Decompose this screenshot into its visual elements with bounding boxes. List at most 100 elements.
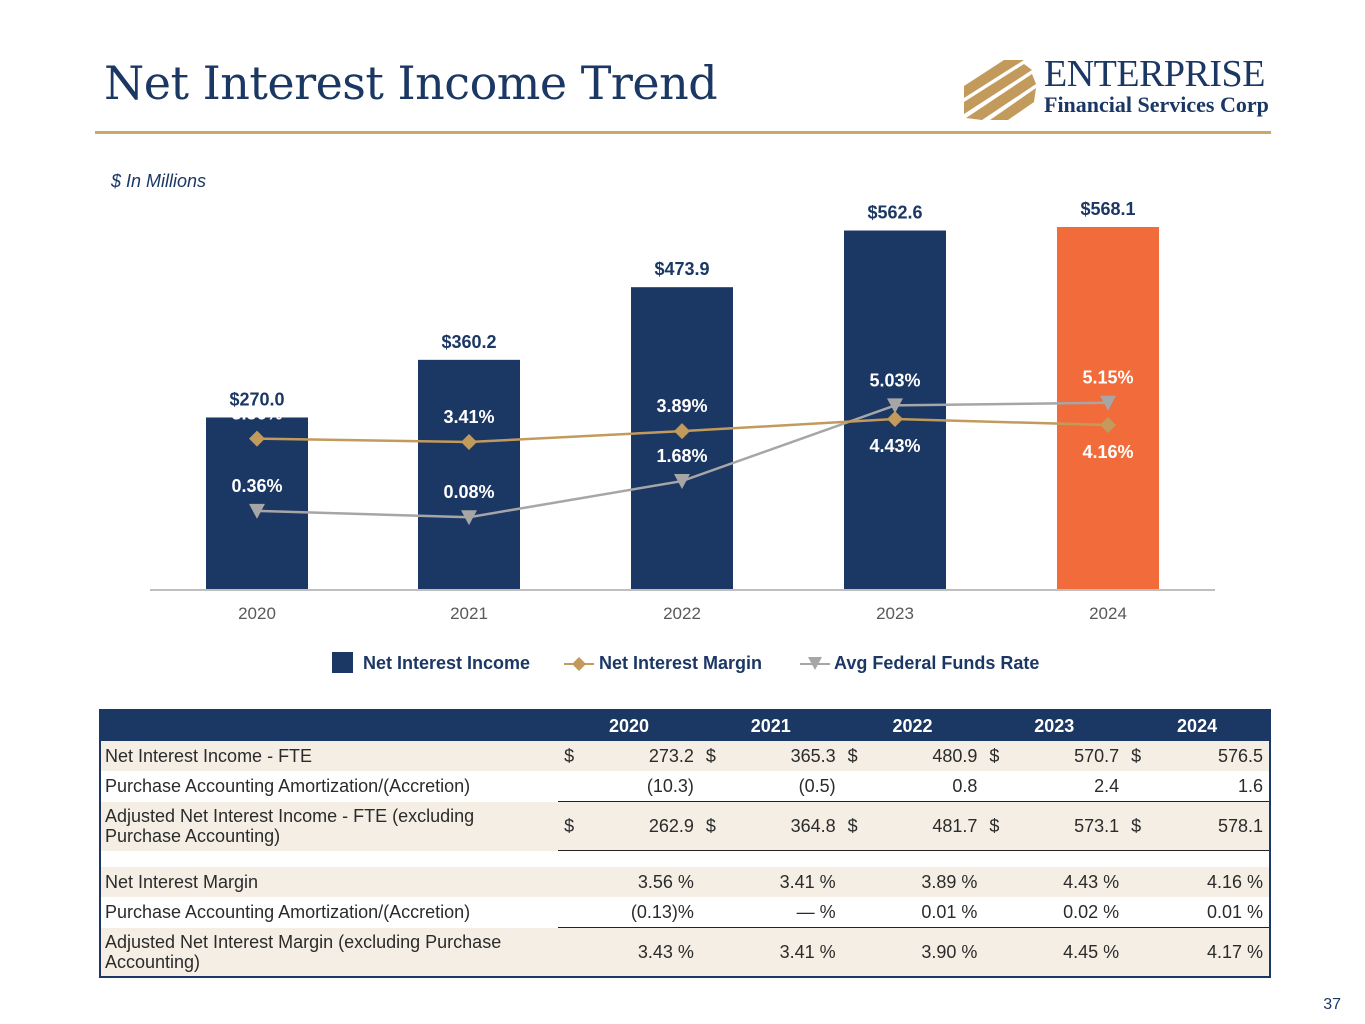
cell-value: 2.4 [1094,775,1120,796]
financial-table: 2020 2021 2022 2023 2024 Net Interest In… [99,709,1271,978]
currency-symbol [1125,867,1156,897]
row-label: Adjusted Net Interest Margin (excluding … [100,927,559,977]
cell-value: 481.7 [871,801,984,851]
bar-value-label: $270.0 [229,389,284,409]
cell-value: (0.5) [798,775,836,796]
cell-value: 480.9 [871,741,984,771]
cell-value: 573.1 [1013,801,1126,851]
currency-symbol [983,867,1014,897]
header-year: 2022 [841,710,984,741]
fed-rate-value-label: 1.68% [656,446,707,466]
header-year: 2020 [558,710,700,741]
currency-symbol [1125,927,1156,977]
cell-value: 576.5 [1155,741,1270,771]
logo-word-enterprise: ENTERPRISE [1044,53,1265,95]
currency-symbol [841,927,872,977]
cell-value: 4.43 % [1013,867,1126,897]
cell-value: 570.7 [1013,741,1126,771]
currency-symbol [841,867,872,897]
currency-symbol [700,771,730,802]
table-row: Adjusted Net Interest Income - FTE (excl… [100,801,1270,851]
legend-triangle-line-icon [800,657,830,670]
page-title: Net Interest Income Trend [104,56,718,110]
currency-symbol [699,927,730,977]
currency-symbol [558,771,588,802]
legend-item-net-interest-income: Net Interest Income [332,652,530,674]
x-tick-label: 2020 [238,604,276,623]
row-label: Net Interest Margin [100,867,559,897]
currency-symbol: $ [983,741,1014,771]
cell-value: 3.56 % [588,867,700,897]
logo-word-subtitle: Financial Services Corp [1044,92,1269,117]
currency-symbol [700,897,730,928]
cell-value: 1.6 [1237,775,1263,796]
cell-value: 365.3 [729,741,842,771]
x-tick-label: 2024 [1089,604,1127,623]
header-year: 2024 [1125,710,1270,741]
legend-bar-swatch-icon [332,652,353,673]
fed-rate-value-label: 5.03% [869,370,920,390]
bar-value-label: $473.9 [654,259,709,279]
currency-symbol [1125,897,1155,928]
cell-value: 4.45 % [1013,927,1126,977]
currency-symbol: $ [983,801,1014,851]
fed-rate-point [674,474,690,490]
cell-value: (0.13)% [630,901,694,922]
header-spacer [100,710,559,741]
cell-value: 3.90 % [871,927,984,977]
margin-value-label: 3.41% [443,407,494,427]
currency-symbol: $ [699,741,730,771]
currency-symbol [558,897,588,928]
currency-symbol [983,897,1013,928]
page-number: 37 [1323,996,1341,1013]
legend-item-avg-federal-funds-rate: Avg Federal Funds Rate [800,652,1039,674]
logo-mark-icon [964,60,1036,120]
margin-value-label: 3.89% [656,396,707,416]
legend-label: Avg Federal Funds Rate [834,652,1040,673]
row-label: Purchase Accounting Amortization/(Accret… [105,776,471,797]
row-label: Purchase Accounting Amortization/(Accret… [105,902,471,923]
net-interest-chart: $270.0 $360.2 $473.9 $562.6 $568.1 2020 2021 20… [150,199,1215,623]
currency-symbol [842,897,872,928]
cell-value: 262.9 [588,801,700,851]
row-label: Adjusted Net Interest Income - FTE (excl… [100,801,559,851]
legend-label: Net Interest Margin [599,652,763,673]
currency-symbol [558,927,589,977]
table-row: Adjusted Net Interest Margin (excluding … [100,927,1270,977]
cell-value: 273.2 [588,741,700,771]
table-row: Purchase Accounting Amortization/(Accret… [100,771,1270,802]
table-header-row: 2020 2021 2022 2023 2024 [100,710,1270,741]
table-row: Net Interest Income - FTE $273.2 $365.3 $48… [100,741,1270,771]
x-tick-label: 2022 [663,604,701,623]
header-year: 2021 [699,710,842,741]
cell-value: 4.17 % [1155,927,1270,977]
currency-symbol [558,867,589,897]
cell-value: (10.3) [646,775,694,796]
bar-net-interest-income [418,359,520,590]
currency-symbol [699,867,730,897]
fed-rate-point [1100,395,1116,411]
header-year: 2023 [983,710,1126,741]
bar-value-label: $562.6 [867,203,922,223]
cell-value: 0.8 [952,775,978,796]
chart-legend: Net Interest Income Net Interest Margin … [0,652,1365,678]
bar-value-label: $568.1 [1080,199,1135,219]
company-logo: ENTERPRISE Financial Services Corp [962,53,1274,122]
currency-symbol: $ [558,801,589,851]
currency-symbol [983,771,1013,802]
bar-value-label: $360.2 [441,332,496,352]
cell-value: 3.41 % [729,867,842,897]
currency-symbol: $ [558,741,589,771]
chart-units-label: $ In Millions [111,171,207,191]
currency-symbol: $ [841,741,872,771]
currency-symbol: $ [1125,741,1156,771]
legend-item-net-interest-margin: Net Interest Margin [564,652,762,674]
margin-value-label: 3.56% [231,404,282,424]
fed-rate-point [461,510,477,526]
fed-rate-value-label: 5.15% [1082,368,1133,388]
cell-value: 578.1 [1155,801,1270,851]
margin-point [1100,417,1116,434]
margin-value-label: 4.43% [869,436,920,456]
currency-symbol: $ [841,801,872,851]
table-row: Purchase Accounting Amortization/(Accret… [100,897,1270,928]
